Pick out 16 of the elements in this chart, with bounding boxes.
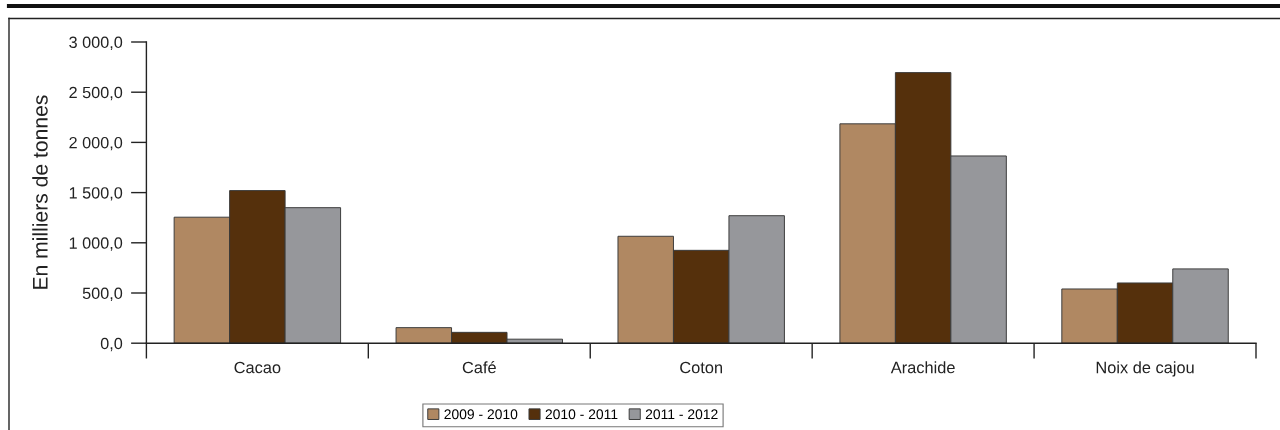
legend-label: 2009 - 2010: [444, 409, 518, 420]
y-tick-label: 0,0: [100, 337, 123, 352]
x-tick-label: Café: [462, 361, 496, 374]
y-axis-title: En milliers de tonnes: [32, 95, 48, 289]
x-tick-label: Arachide: [890, 361, 955, 374]
y-tick-label: 3 000,0: [69, 36, 123, 50]
legend-label: 2010 - 2011: [545, 409, 618, 420]
y-tick-label: 2 000,0: [69, 136, 123, 151]
x-tick-label: Coton: [680, 361, 722, 374]
x-tick-label: Cacao: [234, 361, 281, 374]
legend-label: 2011 - 2012: [645, 409, 718, 420]
y-tick-label: 2 500,0: [69, 86, 123, 101]
y-tick-label: 1 500,0: [69, 187, 123, 201]
x-tick-label: Noix de cajou: [1096, 361, 1194, 377]
y-tick-label: 1 000,0: [69, 237, 123, 251]
y-tick-label: 500,0: [82, 287, 123, 301]
